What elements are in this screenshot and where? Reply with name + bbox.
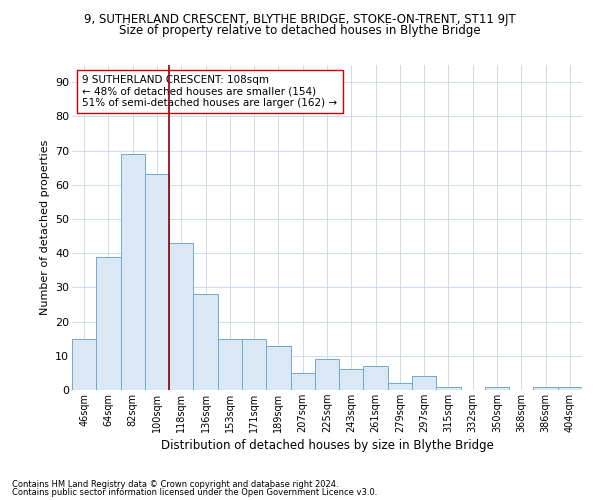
- Text: 9 SUTHERLAND CRESCENT: 108sqm
← 48% of detached houses are smaller (154)
51% of : 9 SUTHERLAND CRESCENT: 108sqm ← 48% of d…: [82, 74, 337, 108]
- X-axis label: Distribution of detached houses by size in Blythe Bridge: Distribution of detached houses by size …: [161, 439, 493, 452]
- Bar: [533, 386, 558, 390]
- Bar: [145, 174, 169, 390]
- Bar: [315, 359, 339, 390]
- Bar: [290, 373, 315, 390]
- Bar: [364, 366, 388, 390]
- Bar: [72, 338, 96, 390]
- Y-axis label: Number of detached properties: Number of detached properties: [40, 140, 50, 315]
- Text: Contains HM Land Registry data © Crown copyright and database right 2024.: Contains HM Land Registry data © Crown c…: [12, 480, 338, 489]
- Bar: [218, 338, 242, 390]
- Text: 9, SUTHERLAND CRESCENT, BLYTHE BRIDGE, STOKE-ON-TRENT, ST11 9JT: 9, SUTHERLAND CRESCENT, BLYTHE BRIDGE, S…: [84, 12, 516, 26]
- Bar: [266, 346, 290, 390]
- Text: Contains public sector information licensed under the Open Government Licence v3: Contains public sector information licen…: [12, 488, 377, 497]
- Bar: [485, 386, 509, 390]
- Bar: [339, 370, 364, 390]
- Bar: [169, 243, 193, 390]
- Bar: [558, 386, 582, 390]
- Bar: [412, 376, 436, 390]
- Bar: [193, 294, 218, 390]
- Bar: [388, 383, 412, 390]
- Bar: [242, 338, 266, 390]
- Bar: [436, 386, 461, 390]
- Bar: [96, 256, 121, 390]
- Bar: [121, 154, 145, 390]
- Text: Size of property relative to detached houses in Blythe Bridge: Size of property relative to detached ho…: [119, 24, 481, 37]
